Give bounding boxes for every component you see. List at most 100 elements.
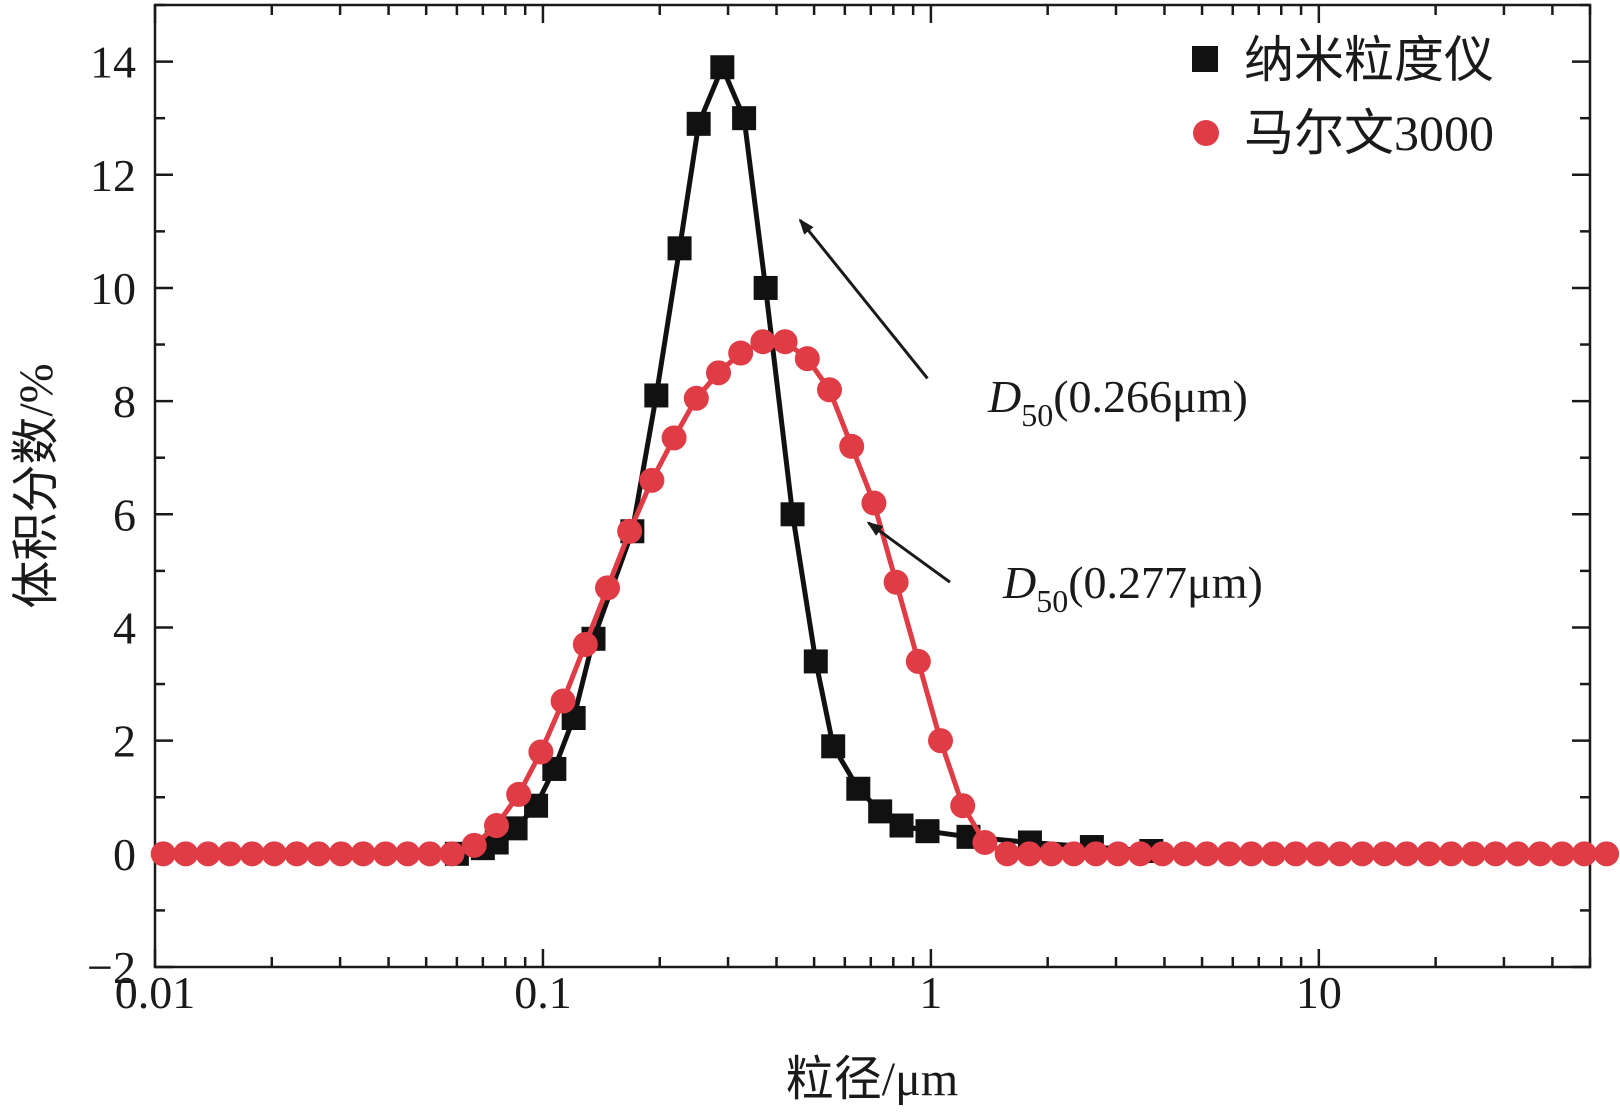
annotation-value-malvern: (0.277μm)	[1068, 557, 1263, 608]
data-point	[1039, 841, 1065, 867]
data-point	[728, 340, 754, 366]
annotation-label-malvern: D50(0.277μm)	[1002, 557, 1263, 619]
data-point	[506, 781, 532, 807]
y-tick-label: 14	[90, 37, 136, 88]
data-point	[1150, 841, 1176, 867]
data-point	[1305, 841, 1331, 867]
data-point	[868, 799, 893, 824]
annotation-symbol-malvern: D	[1002, 557, 1036, 608]
annotation-arrow-malvern	[866, 521, 951, 584]
data-point	[461, 832, 487, 858]
series-layer	[150, 55, 1620, 867]
y-tick-label: 10	[90, 263, 136, 314]
data-point	[217, 841, 243, 867]
data-point	[239, 841, 265, 867]
data-point	[150, 841, 176, 867]
y-tick-label: −2	[87, 942, 136, 993]
data-point	[1105, 841, 1131, 867]
data-point	[1394, 841, 1420, 867]
data-point	[972, 830, 998, 856]
annotation-symbol-nano: D	[987, 371, 1021, 422]
x-axis-tick-labels: 0.01 0.1 1 10	[115, 967, 1342, 1018]
data-point	[1416, 841, 1442, 867]
data-point	[1372, 841, 1398, 867]
x-axis-title: 粒径/μm	[786, 1053, 958, 1106]
data-point	[846, 776, 871, 801]
series-nano	[444, 55, 1164, 866]
data-point	[417, 841, 443, 867]
data-point	[706, 360, 732, 386]
data-point	[710, 55, 735, 80]
data-point	[1172, 841, 1198, 867]
data-point	[639, 467, 665, 493]
data-point	[928, 728, 954, 754]
data-point	[1349, 841, 1375, 867]
data-point	[1283, 841, 1309, 867]
y-axis-title: 体积分数/%	[10, 363, 63, 608]
series-line	[163, 339, 1607, 857]
y-tick-label: 4	[113, 602, 136, 653]
data-point	[373, 841, 399, 867]
data-point	[1127, 841, 1153, 867]
legend-marker-malvern	[1193, 120, 1219, 146]
y-tick-label: 0	[113, 829, 136, 880]
data-point	[1438, 841, 1464, 867]
data-point	[617, 518, 643, 544]
data-point	[284, 841, 310, 867]
data-point	[905, 648, 931, 674]
y-tick-label: 12	[90, 150, 136, 201]
data-point	[350, 841, 376, 867]
data-point	[550, 688, 576, 714]
legend: 纳米粒度仪 马尔文3000	[1192, 32, 1494, 161]
data-point	[780, 502, 805, 527]
data-point	[1549, 841, 1575, 867]
data-point	[595, 575, 621, 601]
data-point	[439, 841, 465, 867]
x-tick-label: 0.01	[115, 967, 196, 1018]
data-point	[1083, 841, 1109, 867]
legend-label-malvern: 马尔文3000	[1244, 105, 1494, 161]
data-point	[1261, 841, 1287, 867]
annotation-value-nano: (0.266μm)	[1053, 371, 1248, 422]
data-point	[772, 329, 798, 355]
annotation-subscript-nano: 50	[1021, 397, 1053, 433]
data-point	[661, 425, 687, 451]
data-point	[950, 793, 976, 819]
data-point	[839, 433, 865, 459]
x-tick-label: 0.1	[514, 967, 572, 1018]
y-tick-label: 6	[113, 489, 136, 540]
data-point	[915, 819, 940, 844]
data-point	[173, 841, 199, 867]
annotations: D50(0.266μm) D50(0.277μm)	[798, 218, 1263, 619]
series-line	[456, 64, 1152, 857]
data-point	[644, 383, 669, 408]
legend-label-nano: 纳米粒度仪	[1244, 32, 1494, 88]
data-point	[572, 631, 598, 657]
data-point	[1460, 841, 1486, 867]
data-point	[1194, 841, 1220, 867]
plot-frame	[153, 3, 1592, 969]
annotation-label-nano: D50(0.266μm)	[987, 371, 1248, 433]
annotation-arrow-nano	[798, 218, 929, 380]
data-point	[528, 739, 554, 765]
data-point	[1238, 841, 1264, 867]
data-point	[306, 841, 332, 867]
data-point	[395, 841, 421, 867]
legend-marker-nano	[1192, 46, 1218, 72]
x-tick-label: 10	[1296, 967, 1342, 1018]
data-point	[667, 236, 692, 261]
data-point	[261, 841, 287, 867]
y-tick-label: 2	[113, 716, 136, 767]
annotation-subscript-malvern: 50	[1036, 583, 1068, 619]
data-point	[328, 841, 354, 867]
data-point	[861, 490, 887, 516]
data-point	[1505, 841, 1531, 867]
data-point	[1327, 841, 1353, 867]
data-point	[686, 111, 711, 136]
data-point	[889, 813, 914, 838]
data-point	[750, 329, 776, 355]
data-point	[483, 813, 509, 839]
data-point	[1016, 841, 1042, 867]
data-point	[821, 734, 846, 759]
